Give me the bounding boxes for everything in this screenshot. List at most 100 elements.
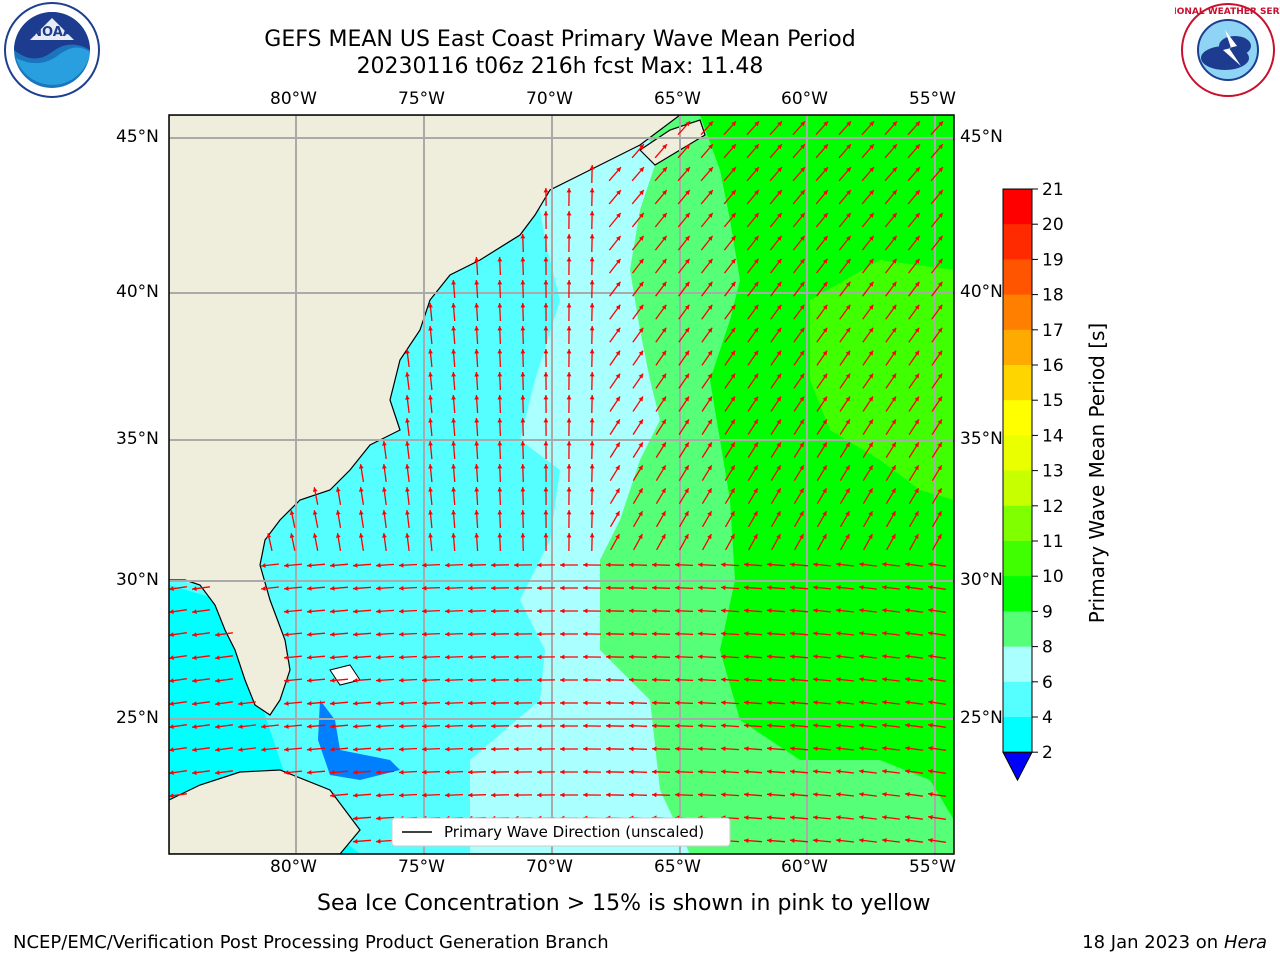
wave-arrow-head xyxy=(731,213,736,218)
wave-arrow-head xyxy=(652,608,657,614)
wave-arrow-head xyxy=(799,327,805,333)
wave-arrow-head xyxy=(905,677,910,682)
wave-arrow-head xyxy=(684,281,690,287)
wave-arrow-head xyxy=(543,349,549,354)
wave-arrow-head xyxy=(428,349,433,354)
wave-arrow-head xyxy=(514,631,519,637)
wave-arrow-head xyxy=(330,563,335,568)
wave-arrow-head xyxy=(615,511,620,517)
wave-arrow-head xyxy=(520,303,526,308)
wave-arrow-head xyxy=(859,723,864,728)
wave-arrow-head xyxy=(491,654,496,660)
wave-arrow-head xyxy=(776,350,782,356)
wave-arrow-head xyxy=(491,746,496,752)
wave-arrow-head xyxy=(520,372,526,377)
wave-arrow-head xyxy=(520,487,526,492)
wave-arrow-head xyxy=(629,585,634,591)
wave-arrow-head xyxy=(882,585,887,590)
wave-arrow-head xyxy=(307,609,312,614)
wave-arrow-head xyxy=(307,770,312,775)
wave-arrow-head xyxy=(399,608,404,614)
wave-arrow-head xyxy=(675,723,680,729)
wave-arrow-head xyxy=(284,747,289,752)
wave-arrow-head xyxy=(846,190,851,195)
wave-arrow-head xyxy=(445,677,450,683)
wave-arrow-head xyxy=(376,585,381,591)
wave-arrow-head xyxy=(537,608,542,614)
wave-arrow-head xyxy=(238,747,243,752)
colorbar-tick-label: 16 xyxy=(1042,356,1064,376)
wave-arrow-head xyxy=(629,608,634,614)
wave-arrow-head xyxy=(353,770,358,775)
wave-arrow-head xyxy=(606,700,611,706)
wave-arrow-head xyxy=(606,769,611,775)
wave-arrow-head xyxy=(928,608,933,613)
wave-arrow-head xyxy=(399,769,404,775)
wave-arrow-head xyxy=(868,419,873,425)
colorbar-tick-label: 11 xyxy=(1042,532,1064,552)
wave-arrow-head xyxy=(583,608,588,614)
lon-label-bottom: 70°W xyxy=(526,857,573,877)
colorbar-segment xyxy=(1003,400,1032,436)
wave-arrow-head xyxy=(846,235,851,241)
wave-arrow-head xyxy=(652,677,657,683)
colorbar-extend-arrow xyxy=(1002,751,1033,782)
wave-arrow-head xyxy=(238,701,243,706)
wave-arrow-head xyxy=(616,213,621,218)
wave-arrow-head xyxy=(639,144,644,150)
wave-arrow-head xyxy=(353,609,358,614)
wave-arrow-head xyxy=(616,235,621,241)
wave-arrow-head xyxy=(284,655,289,660)
wave-arrow-head xyxy=(451,464,456,469)
wave-arrow-head xyxy=(284,586,289,591)
wave-arrow-head xyxy=(753,419,758,425)
wave-arrow-head xyxy=(353,655,358,660)
wave-arrow-head xyxy=(813,608,818,613)
wave-arrow-head xyxy=(474,372,480,377)
wave-arrow-head xyxy=(938,235,943,241)
wave-arrow-head xyxy=(422,769,427,775)
wave-arrow-head xyxy=(629,654,634,660)
wave-arrow-head xyxy=(589,165,595,170)
wave-arrow-head xyxy=(537,654,542,660)
wave-arrow-head xyxy=(753,488,758,494)
wave-arrow-head xyxy=(915,235,920,241)
wave-arrow-head xyxy=(698,746,703,752)
colorbar-tick-label: 6 xyxy=(1042,673,1053,693)
wave-arrow-head xyxy=(514,769,519,775)
wave-arrow-head xyxy=(451,510,456,515)
wave-arrow-head xyxy=(468,700,473,706)
arrow-legend: Primary Wave Direction (unscaled) xyxy=(391,817,731,847)
wave-arrow-head xyxy=(721,769,726,775)
wave-arrow-head xyxy=(707,442,712,448)
wave-arrow-head xyxy=(638,281,644,287)
wave-arrow-head xyxy=(543,211,549,216)
wave-arrow-head xyxy=(615,442,620,448)
wave-arrow-head xyxy=(767,585,772,590)
wave-arrow-head xyxy=(730,419,735,425)
wave-arrow-head xyxy=(428,464,433,469)
wave-arrow-head xyxy=(721,631,726,637)
wave-arrow-head xyxy=(836,723,841,728)
wave-arrow-head xyxy=(892,190,897,195)
lon-label-top: 80°W xyxy=(270,89,317,109)
wave-arrow-head xyxy=(661,396,666,402)
wave-arrow-head xyxy=(721,746,726,752)
wave-arrow-head xyxy=(859,585,864,590)
wave-arrow-head xyxy=(845,465,850,471)
wave-arrow-head xyxy=(445,654,450,660)
wave-arrow-head xyxy=(330,586,335,591)
wave-arrow-head xyxy=(468,723,473,729)
colorbar-segment xyxy=(1003,576,1032,612)
wave-arrow-head xyxy=(284,678,289,683)
wave-arrow-head xyxy=(869,167,874,173)
wave-arrow-head xyxy=(675,677,680,683)
wave-arrow-head xyxy=(589,395,595,400)
wave-arrow-head xyxy=(744,562,749,568)
wave-arrow-head xyxy=(376,815,381,821)
wave-arrow-head xyxy=(892,235,897,241)
wave-arrow-head xyxy=(822,419,827,425)
wave-arrow-head xyxy=(868,534,873,540)
wave-arrow-head xyxy=(445,585,450,591)
wave-arrow-head xyxy=(813,585,818,590)
